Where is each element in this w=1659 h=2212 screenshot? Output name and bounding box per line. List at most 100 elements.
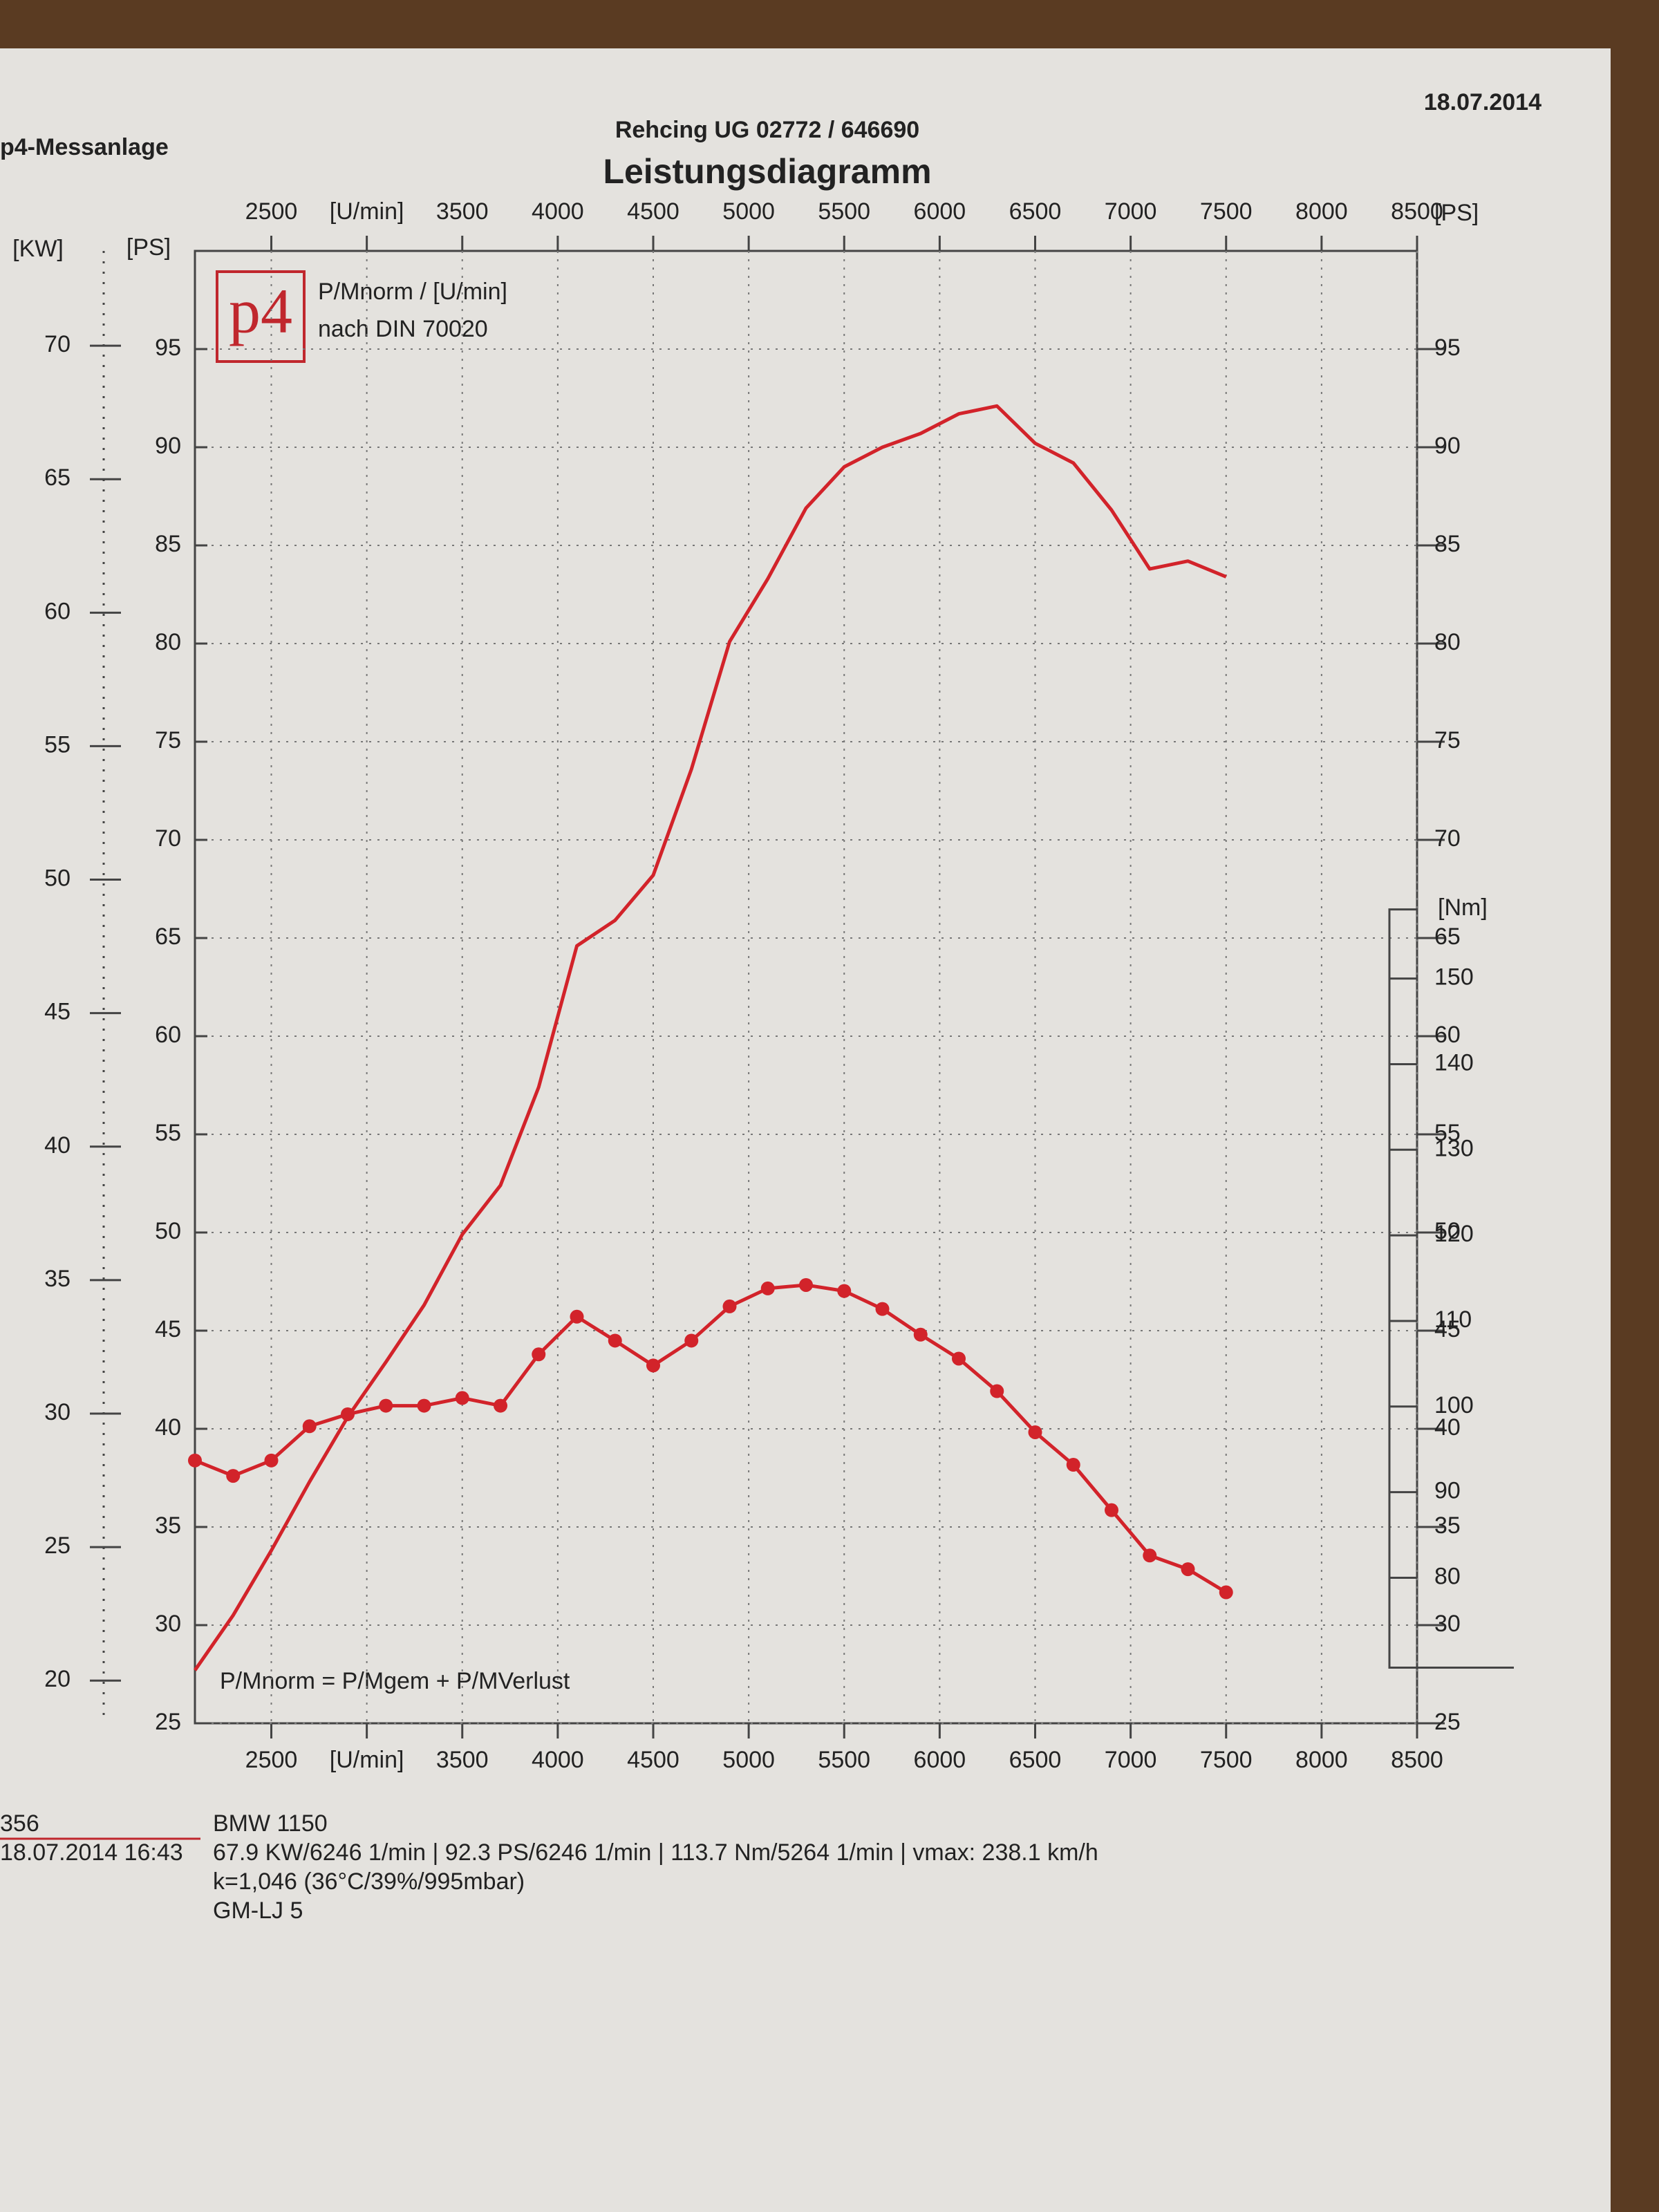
x-tick-label: 7000 <box>1105 1747 1157 1773</box>
y-tick-label: 45 <box>155 1316 181 1342</box>
series-marker <box>264 1453 279 1468</box>
series-marker <box>341 1407 355 1421</box>
plot-frame <box>194 250 1418 1725</box>
y2-tick-label: 140 <box>1434 1049 1474 1076</box>
x-tick-label-top: 7500 <box>1200 198 1253 225</box>
y-tick-label: 60 <box>155 1022 181 1048</box>
x-tick-label-top: 6000 <box>914 198 966 225</box>
x-tick-label: 6500 <box>1009 1747 1062 1773</box>
series-marker <box>684 1333 699 1348</box>
y-tick-label: 40 <box>155 1414 181 1441</box>
series-marker <box>1219 1585 1233 1600</box>
y-axis-label: [PS] <box>126 234 171 261</box>
header-left: p4-Messanlage <box>0 134 169 160</box>
y-tick-label-right: 80 <box>1434 629 1461 655</box>
y3-tick-label: 25 <box>44 1533 71 1559</box>
x-tick-label: 8000 <box>1295 1747 1348 1773</box>
footer-id: 356 <box>0 1810 39 1837</box>
header-company: Rehcing UG 02772 / 646690 <box>615 117 919 143</box>
y-right-axis-label: [PS] <box>1434 200 1479 226</box>
y-tick-label: 80 <box>155 629 181 655</box>
y-tick-label: 70 <box>155 825 181 852</box>
series-marker <box>455 1391 469 1405</box>
y-tick-label: 35 <box>155 1512 181 1539</box>
series-marker <box>379 1398 393 1413</box>
y-tick-label: 90 <box>155 433 181 459</box>
footer-plate: GM-LJ 5 <box>213 1897 303 1924</box>
paper <box>0 48 1611 2212</box>
series-marker <box>799 1277 813 1292</box>
y-tick-label-right: 75 <box>1434 727 1461 753</box>
x-tick-label: 6000 <box>914 1747 966 1773</box>
y2-bracket <box>1388 908 1514 1669</box>
series-marker <box>188 1453 202 1468</box>
x-tick-label-top: 6500 <box>1009 198 1062 225</box>
series-marker <box>1066 1458 1080 1472</box>
y3-tick-label: 20 <box>44 1666 71 1692</box>
y2-tick-label: 150 <box>1434 964 1474 991</box>
series-line <box>193 404 1227 1671</box>
series-marker <box>494 1398 507 1413</box>
x-tick-label-top: 8500 <box>1391 198 1443 225</box>
y-tick-label-right: 65 <box>1434 924 1461 950</box>
x-tick-label-top: 4500 <box>627 198 679 225</box>
y-tick-label-right: 95 <box>1434 335 1461 361</box>
y-tick-label-right: 40 <box>1434 1414 1461 1441</box>
series-marker <box>646 1358 660 1373</box>
x-tick-label: 4000 <box>532 1747 584 1773</box>
y3-tick-label: 45 <box>44 999 71 1025</box>
y3-tick-label: 70 <box>44 331 71 357</box>
y-tick-label: 95 <box>155 335 181 361</box>
series-marker <box>722 1299 737 1313</box>
y2-axis-label: [Nm] <box>1438 894 1488 921</box>
x-tick-label: 2500 <box>245 1747 298 1773</box>
series-marker <box>608 1333 622 1348</box>
x-tick-label-top: 8000 <box>1295 198 1348 225</box>
y2-tick-label: 120 <box>1434 1221 1474 1247</box>
y-tick-label: 30 <box>155 1611 181 1637</box>
x-tick-label: [U/min] <box>330 1747 404 1773</box>
x-tick-label-top: 5000 <box>722 198 775 225</box>
y-tick-label-right: 50 <box>1434 1218 1461 1244</box>
footer-summary: 67.9 KW/6246 1/min | 92.3 PS/6246 1/min … <box>213 1839 1098 1866</box>
x-tick-label-top: 5500 <box>818 198 870 225</box>
logo: p4 <box>229 276 292 346</box>
series-marker <box>570 1309 584 1324</box>
series-marker <box>990 1384 1004 1398</box>
series-marker <box>1143 1548 1157 1563</box>
y-tick-label: 65 <box>155 924 181 950</box>
series-marker <box>302 1419 317 1434</box>
y3-tick-label: 35 <box>44 1266 71 1292</box>
y-tick-label: 55 <box>155 1120 181 1146</box>
y-tick-label: 75 <box>155 727 181 753</box>
x-tick-label: 4500 <box>627 1747 679 1773</box>
legend-line: P/Mnorm / [U/min] <box>318 279 507 305</box>
y-tick-label: 50 <box>155 1218 181 1244</box>
y-tick-label-right: 25 <box>1434 1709 1461 1735</box>
x-tick-label-top: 7000 <box>1105 198 1157 225</box>
header-date: 18.07.2014 <box>1424 89 1541 115</box>
x-tick-label-top: 2500 <box>245 198 298 225</box>
y-tick-label-right: 70 <box>1434 825 1461 852</box>
footer-vehicle: BMW 1150 <box>213 1810 328 1837</box>
y3-axis-label: [KW] <box>12 236 64 262</box>
x-tick-label-top: 4000 <box>532 198 584 225</box>
y2-tick-label: 90 <box>1434 1478 1461 1504</box>
x-tick-label: 7500 <box>1200 1747 1253 1773</box>
y-tick-label-right: 35 <box>1434 1512 1461 1539</box>
y-tick-label-right: 55 <box>1434 1120 1461 1146</box>
series-marker <box>417 1398 431 1413</box>
series-marker <box>760 1281 775 1295</box>
y3-tick-label: 50 <box>44 865 71 892</box>
x-tick-label-top: 3500 <box>436 198 489 225</box>
footer-conditions: k=1,046 (36°C/39%/995mbar) <box>213 1868 525 1895</box>
y3-tick-label: 60 <box>44 598 71 624</box>
series-marker <box>952 1351 966 1366</box>
series-marker <box>1105 1503 1118 1517</box>
formula: P/Mnorm = P/Mgem + P/MVerlust <box>220 1668 570 1694</box>
x-tick-label: 5500 <box>818 1747 870 1773</box>
y-tick-label-right: 90 <box>1434 433 1461 459</box>
series-marker <box>837 1284 852 1298</box>
x-tick-label-top: [U/min] <box>330 198 404 225</box>
